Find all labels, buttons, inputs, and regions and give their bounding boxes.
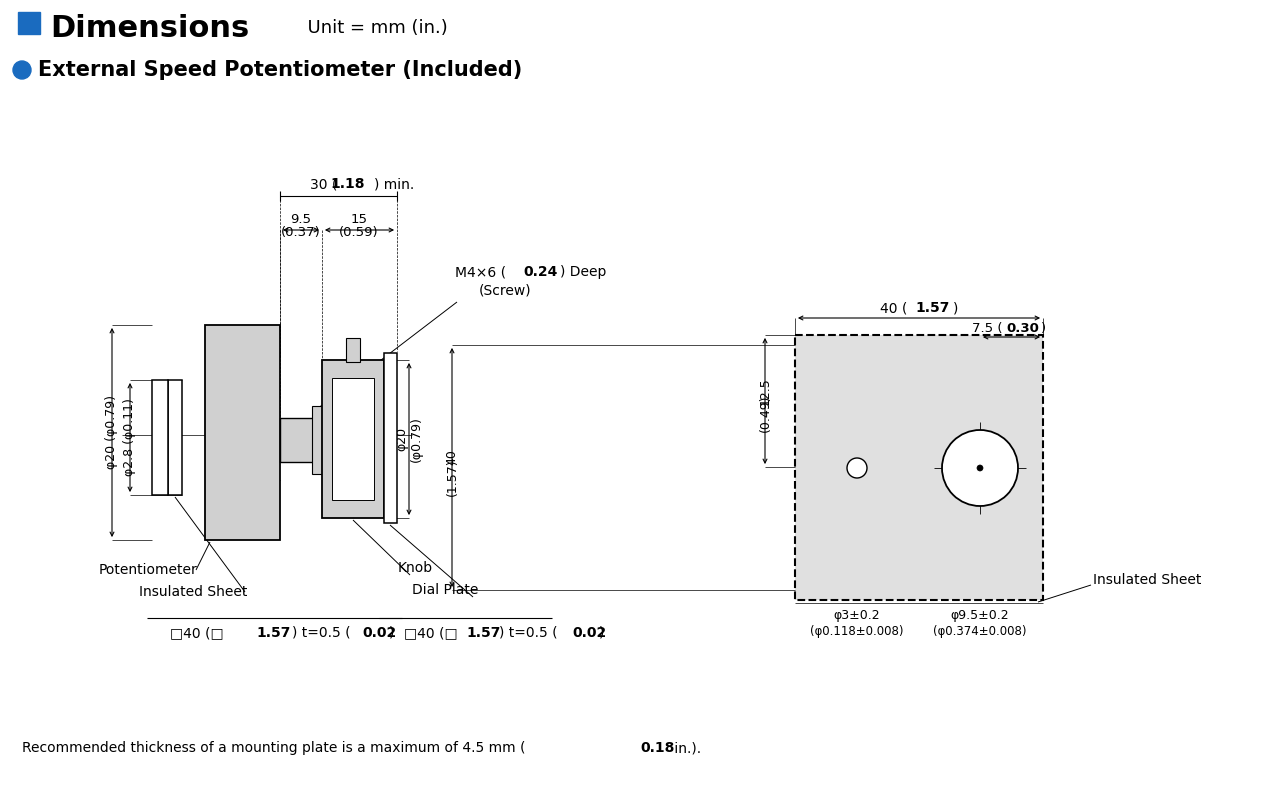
Text: 1.18: 1.18 [330, 177, 365, 191]
Text: □40 (□: □40 (□ [404, 626, 458, 640]
Text: ): ) [389, 626, 394, 640]
Text: 40 (: 40 ( [879, 301, 908, 315]
Text: ) Deep: ) Deep [561, 265, 607, 279]
Text: (0.59): (0.59) [339, 225, 379, 239]
Text: Potentiometer: Potentiometer [99, 563, 197, 577]
Text: 12.5: 12.5 [759, 377, 772, 405]
Text: φ3±0.2: φ3±0.2 [833, 609, 881, 623]
Text: (φ0.118±0.008): (φ0.118±0.008) [810, 626, 904, 638]
Text: (0.12): (0.12) [347, 422, 361, 459]
Circle shape [942, 430, 1018, 506]
Text: Recommended thickness of a mounting plate is a maximum of 4.5 mm (: Recommended thickness of a mounting plat… [22, 741, 526, 755]
Text: Dimensions: Dimensions [50, 13, 250, 43]
Bar [205, 325, 280, 540]
Bar [152, 380, 168, 495]
Text: ): ) [1041, 322, 1046, 334]
Text: M4×6 (: M4×6 ( [454, 265, 506, 279]
Text: ) t=0.5 (: ) t=0.5 ( [292, 626, 351, 640]
Text: ) min.: ) min. [374, 177, 415, 191]
Text: in.).: in.). [669, 741, 701, 755]
Text: φ20 (φ0.79): φ20 (φ0.79) [105, 395, 119, 469]
Text: 0.30: 0.30 [1006, 322, 1039, 334]
Text: (0.37): (0.37) [282, 225, 321, 239]
Bar [168, 380, 182, 495]
Circle shape [847, 458, 867, 478]
Bar [346, 338, 360, 362]
Text: 0.02: 0.02 [572, 626, 607, 640]
Bar [18, 12, 40, 34]
Text: Insulated Sheet: Insulated Sheet [1093, 573, 1202, 587]
Text: Knob: Knob [397, 561, 433, 575]
Text: Dial Plate: Dial Plate [412, 583, 479, 597]
Text: External Speed Potentiometer (Included): External Speed Potentiometer (Included) [38, 60, 522, 80]
Text: 3: 3 [349, 392, 358, 404]
Text: □40 (□: □40 (□ [170, 626, 224, 640]
Text: 0.02: 0.02 [362, 626, 397, 640]
Text: 1.57: 1.57 [256, 626, 291, 640]
Text: φ20
(φ0.79): φ20 (φ0.79) [396, 416, 422, 462]
Text: 15: 15 [351, 213, 367, 225]
Text: 0.24: 0.24 [524, 265, 557, 279]
Bar [280, 418, 323, 462]
Text: (Screw): (Screw) [479, 283, 531, 297]
Text: ) t=0.5 (: ) t=0.5 ( [499, 626, 558, 640]
Text: 40: 40 [445, 449, 458, 465]
Text: 7.5 (: 7.5 ( [973, 322, 1004, 334]
Circle shape [13, 61, 31, 79]
Text: 1.57: 1.57 [466, 626, 500, 640]
Text: ): ) [954, 301, 959, 315]
Bar [384, 353, 397, 523]
Text: (φ0.374±0.008): (φ0.374±0.008) [933, 626, 1027, 638]
Text: φ9.5±0.2: φ9.5±0.2 [951, 609, 1010, 623]
Text: 0.18: 0.18 [640, 741, 675, 755]
Text: 9.5: 9.5 [291, 213, 311, 225]
Text: Insulated Sheet: Insulated Sheet [138, 585, 247, 599]
Text: ): ) [599, 626, 604, 640]
Text: φ2.8 (φ0.11): φ2.8 (φ0.11) [123, 398, 137, 476]
Text: Unit = mm (in.): Unit = mm (in.) [296, 19, 448, 37]
Text: 1.57: 1.57 [915, 301, 950, 315]
Text: (1.57): (1.57) [445, 458, 458, 496]
Text: 30 (: 30 ( [310, 177, 338, 191]
Bar [332, 378, 374, 500]
Bar [795, 335, 1043, 600]
Bar [323, 360, 384, 518]
Circle shape [977, 465, 983, 471]
Bar [312, 406, 323, 474]
Text: (0.49): (0.49) [759, 394, 772, 432]
